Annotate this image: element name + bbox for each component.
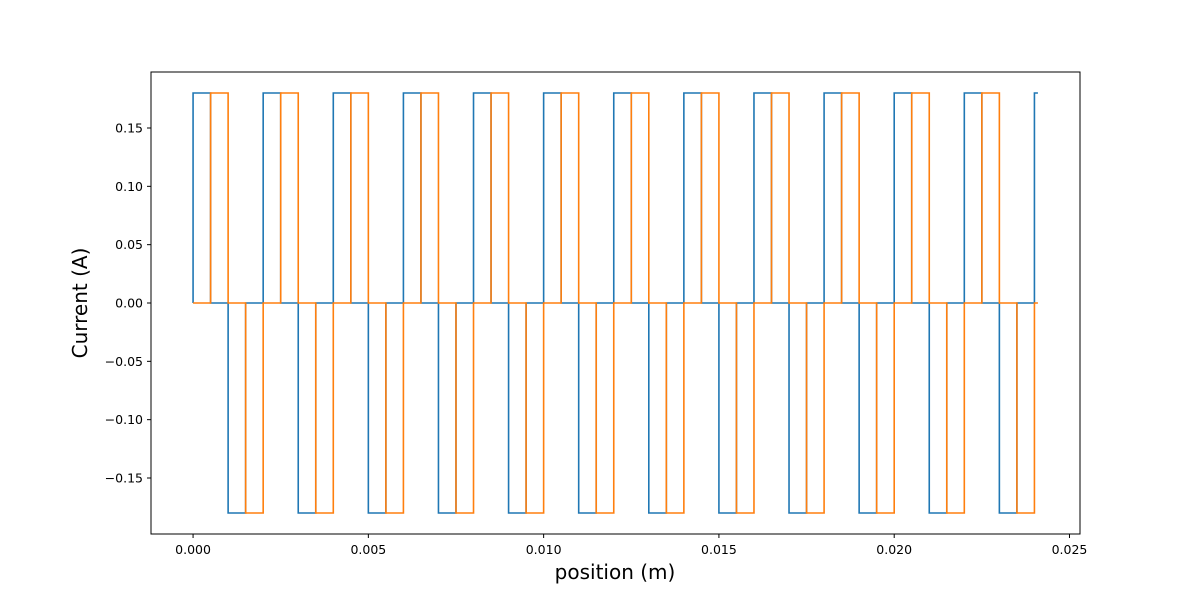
x-axis-ticks: 0.000 0.005 0.010 0.015 0.020 0.025	[175, 534, 1087, 557]
y-tick-label: −0.05	[105, 354, 143, 369]
y-tick-label: −0.15	[105, 471, 143, 486]
y-tick-label: 0.05	[115, 237, 143, 252]
x-tick-label: 0.015	[701, 542, 737, 557]
y-tick-label: 0.15	[115, 121, 143, 136]
y-tick-label: −0.10	[105, 412, 143, 427]
series-line-2	[193, 92, 1038, 514]
x-tick-label: 0.000	[175, 542, 211, 557]
y-tick-label: 0.10	[115, 179, 143, 194]
y-axis-ticks: −0.15 −0.10 −0.05 0.00 0.05 0.10 0.15	[105, 121, 151, 486]
series-line-1	[192, 92, 1038, 514]
x-tick-label: 0.020	[876, 542, 912, 557]
plot-lines	[192, 92, 1038, 514]
y-tick-label: 0.00	[115, 296, 143, 311]
y-axis-label: Current (A)	[68, 248, 92, 359]
x-tick-label: 0.025	[1052, 542, 1088, 557]
x-tick-label: 0.010	[526, 542, 562, 557]
x-axis-label: position (m)	[555, 560, 676, 584]
x-tick-label: 0.005	[350, 542, 386, 557]
